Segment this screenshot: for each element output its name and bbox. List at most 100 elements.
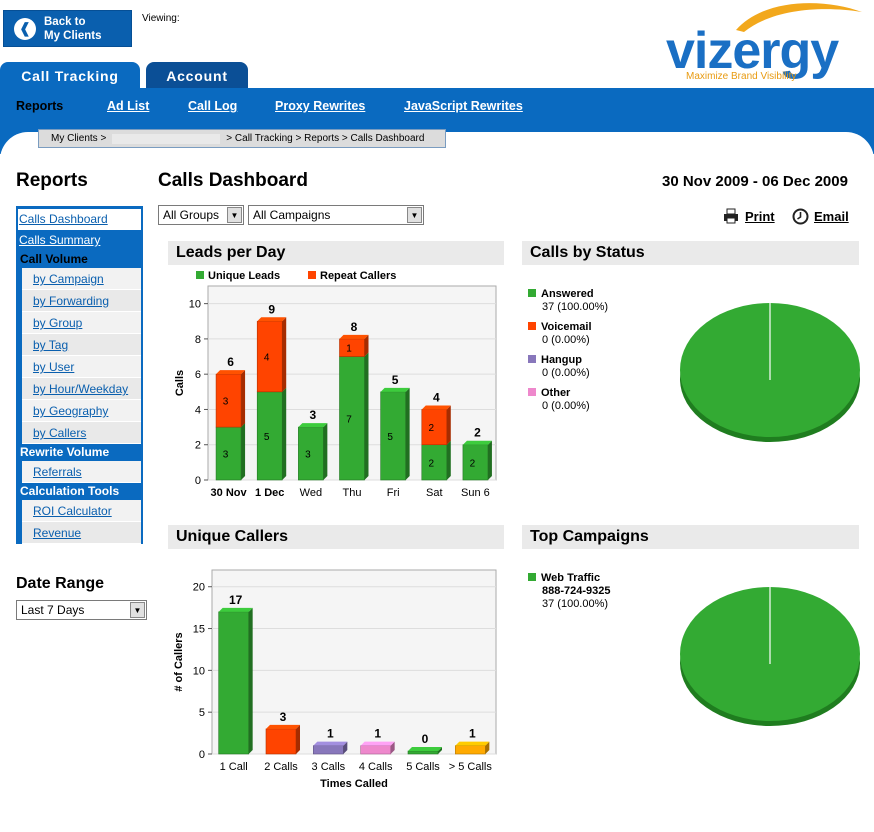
y-tick-label: 6 xyxy=(195,369,201,381)
sidebar-item-calls-summary[interactable]: Calls Summary xyxy=(18,230,141,251)
bar-value-label: 1 xyxy=(346,344,352,355)
bar-2-calls-top xyxy=(266,724,300,729)
bar-sat-1 xyxy=(421,405,451,446)
sidebar-item-by-campaign[interactable]: by Campaign xyxy=(22,268,141,290)
bar-wed-0-top xyxy=(298,423,328,428)
bar-30-nov-1-top xyxy=(216,370,246,375)
sidebar-item-calls-dashboard[interactable]: Calls Dashboard xyxy=(18,209,141,230)
legend-hangup: Hangup 0 (0.00%) xyxy=(528,354,658,380)
tab-account[interactable]: Account xyxy=(146,62,248,89)
sidebar-item-by-callers[interactable]: by Callers xyxy=(22,422,141,444)
sidebar-item-referrals[interactable]: Referrals xyxy=(22,461,141,483)
breadcrumb-path: > Call Tracking > Reports > Calls Dashbo… xyxy=(226,133,425,144)
bar-value-label: 5 xyxy=(264,432,270,443)
sidebar-header-calculation-tools: Calculation Tools xyxy=(18,483,141,500)
bar-sun-6-0 xyxy=(462,440,492,481)
bar-fri-0-side xyxy=(405,387,410,480)
x-tick-label: 1 Dec xyxy=(255,487,284,499)
sidebar-item-by-geography[interactable]: by Geography xyxy=(22,400,141,422)
nav-ad-list[interactable]: Ad List xyxy=(107,99,150,113)
groups-select[interactable]: All Groups ▼ xyxy=(158,205,244,225)
bar-1-call-top xyxy=(218,607,253,612)
campaigns-select-value: All Campaigns xyxy=(253,208,331,222)
breadcrumb-redacted xyxy=(112,133,221,144)
nav-proxy-rewrites[interactable]: Proxy Rewrites xyxy=(275,99,366,113)
bar-total-label: 4 xyxy=(433,390,440,404)
nav-javascript-rewrites[interactable]: JavaScript Rewrites xyxy=(404,99,523,113)
status-pie-chart xyxy=(680,303,860,442)
sidebar-item-revenue[interactable]: Revenue xyxy=(22,522,141,544)
bar-30-nov-0-face xyxy=(215,426,242,481)
bar-value-label: 4 xyxy=(264,353,270,364)
x-tick-label: > 5 Calls xyxy=(449,761,493,773)
bar-1-dec-0 xyxy=(256,387,287,481)
bar-30-nov-1-side xyxy=(241,370,246,428)
plot-area xyxy=(211,569,497,755)
bar-fri-0-top xyxy=(380,387,410,392)
tab-call-tracking[interactable]: Call Tracking xyxy=(0,62,140,89)
legend-name: Other xyxy=(541,387,571,399)
back-to-clients-button[interactable]: ❰ Back to My Clients xyxy=(3,10,132,47)
legend-row: Answered xyxy=(528,288,658,301)
bar-value-label: 1 xyxy=(469,727,476,741)
y-tick-label: 5 xyxy=(199,707,205,719)
sidebar-item-by-forwarding[interactable]: by Forwarding xyxy=(22,290,141,312)
legend-value: 0 (0.00%) xyxy=(542,400,590,412)
sidebar-item-by-user[interactable]: by User xyxy=(22,356,141,378)
campaigns-select[interactable]: All Campaigns ▼ xyxy=(248,205,424,225)
nav-call-log[interactable]: Call Log xyxy=(188,99,238,113)
legend-swatch xyxy=(528,355,536,363)
y-tick-label: 0 xyxy=(195,475,201,487)
legend-value: 0 (0.00%) xyxy=(542,367,590,379)
y-tick-label: 2 xyxy=(195,440,201,452)
legend-row: Voicemail xyxy=(528,321,658,334)
x-tick-label: Wed xyxy=(300,487,322,499)
print-link[interactable]: Print xyxy=(722,208,775,224)
bar-1-dec-1-side xyxy=(282,317,287,392)
bar-total-label: 2 xyxy=(474,426,481,440)
bar--5-calls-face xyxy=(455,745,486,755)
legend-name: Answered xyxy=(541,288,594,300)
bar-value-label: 1 xyxy=(374,727,381,741)
bar-2-calls xyxy=(265,724,300,755)
legend-label-1: Repeat Callers xyxy=(320,270,396,282)
bar-wed-0-side xyxy=(323,423,328,480)
legend-other: Other 0 (0.00%) xyxy=(528,387,658,413)
date-range-select[interactable]: Last 7 Days ▼ xyxy=(16,600,147,620)
sidebar-item-by-group[interactable]: by Group xyxy=(22,312,141,334)
bar-sun-6-0-face xyxy=(462,444,489,481)
bar-fri-0 xyxy=(380,387,410,481)
dropdown-arrow-icon: ▼ xyxy=(407,207,422,223)
status-legend: Answered 37 (100.00%) Voicemail 0 (0.00%) Ha… xyxy=(528,288,658,420)
sidebar-header-call-volume: Call Volume xyxy=(18,251,141,268)
nav-reports[interactable]: Reports xyxy=(16,99,64,113)
x-tick-label: 3 Calls xyxy=(312,761,346,773)
email-link[interactable]: Email xyxy=(792,208,849,225)
bar-thu-0-face xyxy=(339,356,365,481)
x-tick-label: Sat xyxy=(426,487,443,499)
logo-tagline: Maximize Brand Visibility xyxy=(686,71,796,82)
bar-thu-1-top xyxy=(339,334,369,339)
bar-sat-1-face xyxy=(421,409,448,446)
bar-5-calls-top xyxy=(408,747,442,751)
sidebar-item-by-hour-weekday[interactable]: by Hour/Weekday xyxy=(22,378,141,400)
breadcrumb-my-clients[interactable]: My Clients > xyxy=(51,133,107,144)
back-arrow-icon: ❰ xyxy=(14,17,36,40)
legend-value: 0 (0.00%) xyxy=(542,334,590,346)
bar-thu-0-side xyxy=(364,352,369,480)
bar-wed-0-face xyxy=(298,426,324,481)
bar-value-label: 7 xyxy=(346,414,352,425)
sidebar-item-roi-calculator[interactable]: ROI Calculator xyxy=(22,500,141,522)
sidebar-item-by-tag[interactable]: by Tag xyxy=(22,334,141,356)
bar-value-label: 1 xyxy=(327,727,334,741)
y-axis-label: Calls xyxy=(174,370,186,396)
bar-value-label: 3 xyxy=(280,710,287,724)
bar-1-call xyxy=(218,607,253,755)
bar-value-label: 3 xyxy=(223,450,229,461)
bar-5-calls xyxy=(407,747,442,755)
bar-value-label: 2 xyxy=(470,458,476,469)
y-tick-label: 8 xyxy=(195,334,201,346)
bar-3-calls-side xyxy=(343,741,348,754)
bar-1-dec-1-top xyxy=(257,317,287,322)
